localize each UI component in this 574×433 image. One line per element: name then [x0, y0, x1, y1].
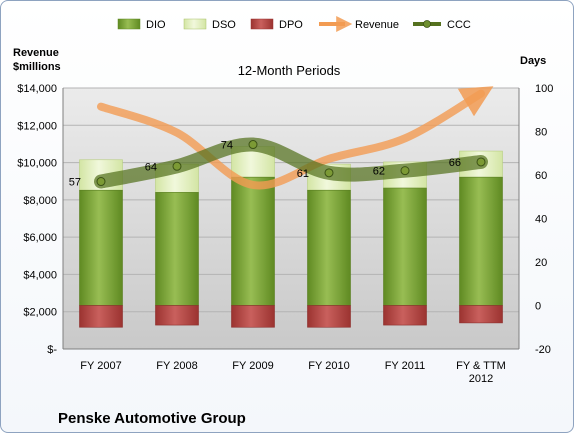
ccc-point [400, 166, 410, 176]
left-axis-title-line2: $millions [13, 61, 61, 73]
ccc-point [248, 140, 258, 150]
ccc-point [96, 177, 106, 187]
x-tick-label: FY 2011 [385, 360, 426, 372]
legend-dio-swatch [117, 18, 141, 30]
dpo-bar [383, 305, 427, 326]
chart-title: 12-Month Periods [238, 63, 341, 78]
legend-dso-label: DSO [212, 19, 236, 31]
x-tick-label: FY 2009 [232, 360, 273, 372]
dio-bar [79, 189, 123, 306]
left-axis-title-line1: Revenue [13, 47, 59, 59]
dio-bar [155, 192, 199, 306]
left-tick-label: $- [47, 344, 57, 356]
revenue-line [97, 86, 494, 190]
ccc-point [324, 168, 334, 178]
dio-bar [231, 176, 275, 306]
ccc-data-label: 61 [297, 168, 309, 180]
x-axis-ticks: FY 2007 FY 2008 FY 2009 FY 2010 FY 2011 FY & … [80, 360, 506, 385]
x-tick-label: FY & TTM 2012 [456, 360, 506, 385]
left-tick-label: $8,000 [23, 195, 57, 207]
right-tick-label: 0 [535, 301, 541, 313]
dio-bar [459, 176, 503, 306]
ccc-series: 57 64 74 61 62 66 [69, 137, 488, 189]
ccc-data-label: 57 [69, 177, 81, 189]
revenue-series [97, 86, 494, 190]
company-name: Penske Automotive Group [58, 410, 246, 427]
legend-dpo-label: DPO [279, 19, 303, 31]
legend-dpo-swatch [250, 18, 274, 30]
legend-ccc-label: CCC [447, 19, 471, 31]
right-tick-label: -20 [535, 344, 551, 356]
dpo-bar [155, 305, 199, 326]
right-tick-label: 20 [535, 257, 547, 269]
left-tick-label: $6,000 [23, 232, 57, 244]
dpo-bar [79, 305, 123, 328]
ccc-data-label: 64 [145, 161, 157, 173]
legend: DIO DSO DPO Revenue CCC [117, 16, 471, 32]
ccc-data-label: 74 [221, 140, 233, 152]
right-tick-label: 40 [535, 214, 547, 226]
legend-ccc-marker [423, 20, 431, 28]
dio-bar [383, 187, 427, 306]
ccc-data-label: 62 [373, 166, 385, 178]
dpo-bar [231, 305, 275, 328]
left-axis-ticks: $- $2,000 $4,000 $6,000 $8,000 $10,000 $12,000… [17, 83, 57, 356]
x-tick-label: FY 2010 [308, 360, 349, 372]
left-tick-label: $10,000 [17, 158, 57, 170]
right-axis-ticks: -20 0 20 40 60 80 100 [535, 83, 553, 356]
dpo-bar [307, 305, 351, 328]
right-tick-label: 80 [535, 127, 547, 139]
right-axis-title: Days [520, 55, 546, 67]
left-tick-label: $2,000 [23, 307, 57, 319]
right-tick-label: 60 [535, 170, 547, 182]
plot-area [63, 88, 519, 349]
ccc-point [172, 161, 182, 171]
ccc-data-label: 66 [449, 157, 461, 169]
dpo-bar [459, 305, 503, 324]
legend-dso-swatch [183, 18, 207, 30]
x-tick-label: FY 2007 [80, 360, 121, 372]
right-tick-label: 100 [535, 83, 553, 95]
gridlines [63, 87, 519, 313]
legend-revenue-label: Revenue [355, 19, 399, 31]
left-tick-label: $12,000 [17, 120, 57, 132]
left-tick-label: $4,000 [23, 269, 57, 281]
ccc-point [476, 157, 486, 167]
legend-dio-label: DIO [146, 19, 166, 31]
left-tick-label: $14,000 [17, 83, 57, 95]
dio-bar [307, 189, 351, 306]
x-tick-label: FY 2008 [156, 360, 197, 372]
